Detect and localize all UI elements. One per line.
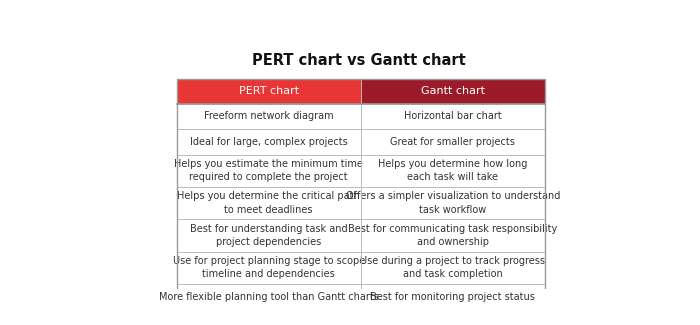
Text: Use for project planning stage to scope
timeline and dependencies: Use for project planning stage to scope … <box>172 256 365 279</box>
Bar <box>360 187 545 219</box>
Bar <box>176 154 360 187</box>
Text: Ideal for large, complex projects: Ideal for large, complex projects <box>190 137 347 147</box>
Bar <box>360 252 545 284</box>
Text: Freeform network diagram: Freeform network diagram <box>204 111 333 121</box>
Text: Best for communicating task responsibility
and ownership: Best for communicating task responsibili… <box>348 224 557 247</box>
Bar <box>360 79 545 104</box>
Text: Helps you determine the critical path
to meet deadlines: Helps you determine the critical path to… <box>177 191 360 214</box>
Bar <box>360 219 545 252</box>
Bar <box>360 154 545 187</box>
Bar <box>176 284 360 309</box>
Text: More flexible planning tool than Gantt charts: More flexible planning tool than Gantt c… <box>159 292 379 302</box>
Text: Use during a project to track progress
and task completion: Use during a project to track progress a… <box>360 256 545 279</box>
Text: Gantt chart: Gantt chart <box>421 86 484 96</box>
Text: PERT chart: PERT chart <box>239 86 299 96</box>
Bar <box>360 129 545 154</box>
Bar <box>176 219 360 252</box>
Bar <box>176 104 360 129</box>
Bar <box>176 252 360 284</box>
Text: Helps you determine how long
each task will take: Helps you determine how long each task w… <box>378 159 527 182</box>
Text: PERT chart vs Gantt chart: PERT chart vs Gantt chart <box>252 53 466 68</box>
Text: Helps you estimate the minimum time
required to complete the project: Helps you estimate the minimum time requ… <box>174 159 363 182</box>
Text: Great for smaller projects: Great for smaller projects <box>391 137 515 147</box>
Text: Best for monitoring project status: Best for monitoring project status <box>370 292 536 302</box>
Bar <box>360 284 545 309</box>
Bar <box>176 79 545 309</box>
Bar <box>176 129 360 154</box>
Text: Horizontal bar chart: Horizontal bar chart <box>404 111 502 121</box>
Bar <box>176 187 360 219</box>
Text: Offers a simpler visualization to understand
task workflow: Offers a simpler visualization to unders… <box>346 191 560 214</box>
Bar <box>176 79 360 104</box>
Text: Best for understanding task and
project dependencies: Best for understanding task and project … <box>190 224 347 247</box>
Bar <box>360 104 545 129</box>
